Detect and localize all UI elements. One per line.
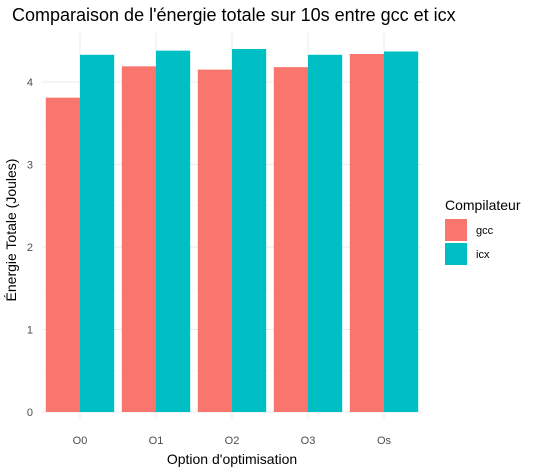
x-tick-label: O1	[149, 435, 164, 447]
bar-gcc-O3	[273, 67, 308, 413]
bar-gcc-O2	[197, 69, 232, 412]
x-tick-label: O0	[73, 435, 88, 447]
y-tick-label: 1	[27, 325, 33, 337]
legend-label-icx: icx	[476, 249, 490, 261]
bar-icx-O2	[232, 49, 267, 412]
x-tick-label: Os	[377, 435, 392, 447]
bar-gcc-O1	[121, 66, 156, 412]
bar-icx-O0	[80, 54, 115, 413]
chart-title: Comparaison de l'énergie totale sur 10s …	[12, 5, 456, 25]
y-axis-title: Énergie Totale (Joules)	[3, 159, 19, 302]
x-tick-label: O2	[225, 435, 240, 447]
bar-gcc-O0	[45, 97, 80, 413]
legend-key-icx	[445, 243, 467, 265]
legend-title: Compilateur	[445, 197, 521, 213]
bar-icx-Os	[384, 51, 419, 412]
bar-icx-O1	[156, 50, 191, 413]
bar-gcc-Os	[349, 53, 384, 412]
bars	[45, 49, 419, 413]
bar-icx-O3	[308, 54, 343, 413]
y-tick-label: 4	[27, 77, 33, 89]
y-tick-label: 3	[27, 160, 33, 172]
y-axis-ticks: 0 1 2 3 4	[27, 77, 33, 419]
y-tick-label: 0	[27, 407, 33, 419]
x-axis-title: Option d'optimisation	[167, 451, 297, 467]
x-axis-ticks: O0 O1 O2 O3 Os	[73, 435, 392, 447]
legend: Compilateur gcc icx	[445, 197, 521, 265]
x-tick-label: O3	[301, 435, 316, 447]
legend-label-gcc: gcc	[476, 225, 494, 237]
y-tick-label: 2	[27, 242, 33, 254]
legend-key-gcc	[445, 219, 467, 241]
